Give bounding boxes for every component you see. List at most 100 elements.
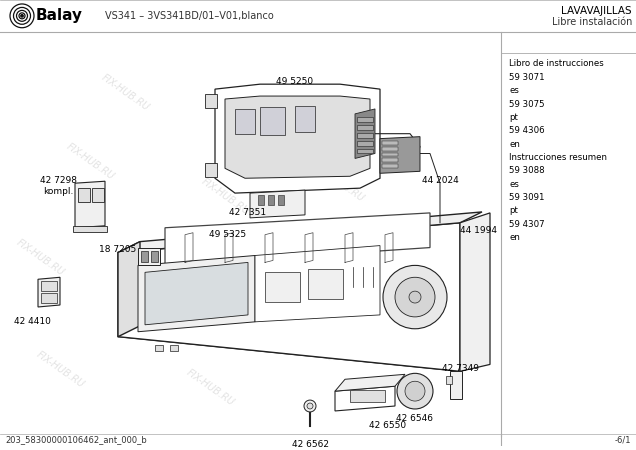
FancyBboxPatch shape (382, 140, 398, 144)
FancyBboxPatch shape (357, 148, 373, 153)
Text: 203_58300000106462_ant_000_b: 203_58300000106462_ant_000_b (5, 435, 147, 444)
FancyBboxPatch shape (382, 153, 398, 157)
FancyBboxPatch shape (446, 376, 452, 384)
Text: 42 7351: 42 7351 (230, 208, 266, 217)
Polygon shape (255, 246, 380, 322)
Text: FIX-HUB.RU: FIX-HUB.RU (200, 176, 251, 216)
Circle shape (304, 400, 316, 412)
Text: FIX-HUB.RU: FIX-HUB.RU (250, 90, 301, 130)
Polygon shape (145, 262, 248, 325)
Polygon shape (118, 212, 482, 252)
FancyBboxPatch shape (138, 248, 160, 266)
Polygon shape (118, 242, 140, 337)
FancyBboxPatch shape (350, 390, 385, 402)
Text: FIX-HUB.RU: FIX-HUB.RU (184, 367, 236, 408)
FancyBboxPatch shape (357, 140, 373, 145)
FancyBboxPatch shape (295, 106, 315, 132)
FancyBboxPatch shape (155, 345, 163, 351)
Text: 59 3088: 59 3088 (509, 166, 544, 176)
Text: 42 6550: 42 6550 (370, 421, 406, 430)
FancyBboxPatch shape (382, 147, 398, 150)
Polygon shape (460, 213, 490, 371)
Text: 59 3091: 59 3091 (509, 193, 544, 202)
Text: 18 7205: 18 7205 (99, 245, 137, 254)
Text: Libro de instrucciones: Libro de instrucciones (509, 59, 604, 68)
Text: VS341 – 3VS341BD/01–V01,blanco: VS341 – 3VS341BD/01–V01,blanco (105, 11, 273, 21)
Text: 44 1994: 44 1994 (459, 226, 497, 235)
Polygon shape (138, 256, 255, 332)
Text: FIX-HUB.RU: FIX-HUB.RU (64, 142, 116, 182)
FancyBboxPatch shape (382, 158, 398, 162)
FancyBboxPatch shape (41, 281, 57, 291)
FancyBboxPatch shape (205, 163, 217, 177)
Polygon shape (225, 96, 370, 178)
Text: es: es (509, 86, 519, 95)
Polygon shape (118, 223, 460, 371)
Text: 49 5325: 49 5325 (209, 230, 247, 239)
Text: 59 4306: 59 4306 (509, 126, 544, 135)
Text: 44 2024: 44 2024 (422, 176, 459, 185)
Circle shape (383, 266, 447, 329)
Polygon shape (250, 190, 305, 218)
FancyBboxPatch shape (278, 195, 284, 205)
Polygon shape (215, 84, 380, 193)
FancyBboxPatch shape (450, 371, 462, 399)
Text: FIX-HUB.RU: FIX-HUB.RU (285, 324, 336, 364)
FancyBboxPatch shape (357, 117, 373, 122)
Polygon shape (118, 326, 482, 371)
Text: 59 3071: 59 3071 (509, 73, 544, 82)
Text: 59 3075: 59 3075 (509, 99, 544, 108)
FancyBboxPatch shape (141, 251, 148, 262)
FancyBboxPatch shape (265, 272, 300, 302)
Polygon shape (38, 277, 60, 307)
FancyBboxPatch shape (308, 270, 343, 299)
Polygon shape (165, 213, 430, 266)
FancyBboxPatch shape (73, 226, 107, 232)
Text: 42 6546: 42 6546 (396, 414, 434, 423)
Text: Libre instalación: Libre instalación (551, 17, 632, 27)
FancyBboxPatch shape (260, 107, 285, 135)
Text: -6/1: -6/1 (614, 435, 631, 444)
FancyBboxPatch shape (78, 188, 90, 202)
Text: 42 4410: 42 4410 (13, 317, 50, 326)
FancyBboxPatch shape (258, 195, 264, 205)
Circle shape (307, 403, 313, 409)
Polygon shape (335, 374, 405, 391)
Polygon shape (355, 109, 375, 158)
Text: en: en (509, 140, 520, 148)
Text: Instrucciones resumen: Instrucciones resumen (509, 153, 607, 162)
Text: FIX-HUB.RU: FIX-HUB.RU (125, 263, 176, 303)
Text: FIX-HUB.RU: FIX-HUB.RU (315, 163, 366, 204)
Polygon shape (335, 386, 395, 411)
Circle shape (405, 381, 425, 401)
Text: 49 5250: 49 5250 (277, 77, 314, 86)
FancyBboxPatch shape (151, 251, 158, 262)
Polygon shape (380, 137, 420, 173)
Text: pt: pt (509, 113, 518, 122)
Circle shape (395, 277, 435, 317)
FancyBboxPatch shape (170, 345, 178, 351)
Text: es: es (509, 180, 519, 189)
Circle shape (409, 291, 421, 303)
FancyBboxPatch shape (205, 94, 217, 108)
Text: Balay: Balay (36, 9, 83, 23)
Text: FIX-HUB.RU: FIX-HUB.RU (99, 72, 151, 112)
Polygon shape (75, 181, 105, 228)
Text: 42 6562: 42 6562 (291, 440, 329, 449)
Text: LAVAVAJILLAS: LAVAVAJILLAS (562, 6, 632, 16)
FancyBboxPatch shape (357, 125, 373, 130)
Text: pt: pt (509, 207, 518, 216)
FancyBboxPatch shape (235, 109, 255, 134)
Text: FIX-HUB.RU: FIX-HUB.RU (250, 237, 301, 277)
Text: FIX-HUB.RU: FIX-HUB.RU (14, 237, 66, 277)
FancyBboxPatch shape (357, 133, 373, 138)
Text: FIX-HUB.RU: FIX-HUB.RU (34, 350, 86, 390)
Text: en: en (509, 233, 520, 242)
Text: 59 4307: 59 4307 (509, 220, 544, 229)
FancyBboxPatch shape (92, 188, 104, 202)
FancyBboxPatch shape (268, 195, 274, 205)
Circle shape (397, 374, 433, 409)
Text: 42 7349: 42 7349 (441, 364, 478, 373)
Circle shape (21, 15, 23, 17)
Text: 42 7298
kompl.: 42 7298 kompl. (39, 176, 76, 196)
